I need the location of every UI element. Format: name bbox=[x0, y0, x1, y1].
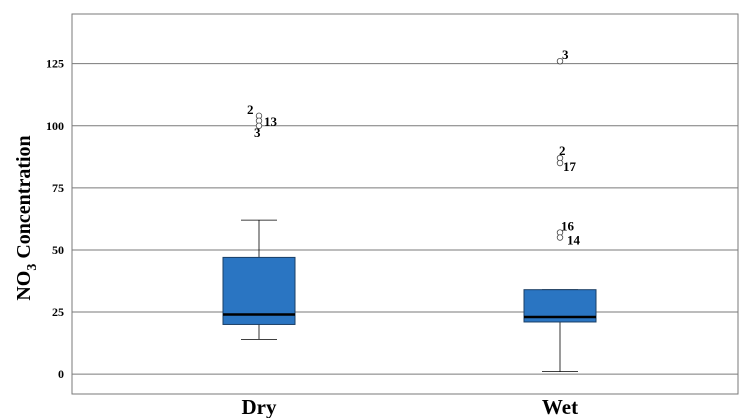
outlier-label: 3 bbox=[562, 47, 569, 62]
y-axis-title: NO3 Concentration bbox=[13, 135, 40, 300]
y-tick-label: 75 bbox=[52, 181, 64, 195]
gridlines bbox=[72, 63, 738, 375]
plot-frame bbox=[71, 13, 739, 395]
outlier-point bbox=[255, 122, 263, 129]
y-tick-label: 100 bbox=[46, 119, 64, 133]
outlier-label: 2 bbox=[559, 143, 566, 158]
y-tick-label: 25 bbox=[52, 305, 64, 319]
outlier-label: 2 bbox=[247, 102, 254, 117]
y-axis-title-subscript: 3 bbox=[25, 264, 40, 271]
y-axis-title-rest: Concentration bbox=[13, 135, 35, 263]
x-category-label: Wet bbox=[542, 395, 578, 418]
outlier-label: 3 bbox=[254, 125, 261, 140]
x-category-labels: Dry Wet bbox=[242, 395, 579, 418]
outlier-label: 14 bbox=[567, 233, 581, 248]
plot-border bbox=[71, 13, 739, 395]
outlier-label: 17 bbox=[563, 159, 577, 174]
outlier-label: 16 bbox=[561, 219, 575, 234]
box-dry: 2 133 bbox=[222, 102, 296, 340]
outlier-label: 13 bbox=[264, 114, 278, 129]
outlier-point bbox=[556, 159, 564, 167]
outlier-point bbox=[556, 57, 564, 65]
x-category-label: Dry bbox=[242, 395, 277, 418]
y-tick-label: 50 bbox=[52, 243, 64, 257]
y-tick-label: 125 bbox=[46, 57, 64, 71]
y-tick-labels: 0 25 50 75 100 125 bbox=[46, 57, 64, 381]
outlier-point bbox=[556, 234, 564, 241]
y-axis-title-main: NO bbox=[13, 271, 35, 301]
y-tick-label: 0 bbox=[58, 367, 64, 381]
